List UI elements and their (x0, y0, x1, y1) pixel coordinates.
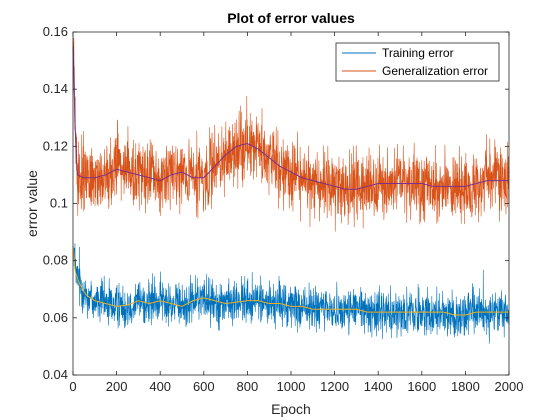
trend-layer (72, 46, 509, 316)
legend[interactable]: Training error Generalization error (335, 42, 500, 82)
x-tick-label: 1400 (364, 379, 393, 394)
x-axis-label: Epoch (271, 401, 311, 417)
chart-title: Plot of error values (227, 10, 355, 26)
legend-box (335, 42, 500, 82)
y-tick-label: 0.06 (43, 310, 68, 325)
x-tick-label: 200 (106, 379, 128, 394)
x-tick-label: 1000 (277, 379, 306, 394)
x-tick-label: 1600 (407, 379, 436, 394)
y-tick-label: 0.14 (43, 81, 68, 96)
y-tick-label: 0.16 (43, 24, 68, 39)
legend-label-training: Training error (382, 46, 454, 60)
x-tick-label: 0 (69, 379, 76, 394)
y-axis-ticks: 0.04 0.06 0.08 0.1 0.12 0.14 0.16 (43, 24, 509, 382)
x-tick-label: 800 (237, 379, 259, 394)
x-axis-ticks: 0 200 400 600 800 1000 1200 1400 1600 1800 2000 (69, 32, 523, 394)
x-tick-label: 400 (149, 379, 171, 394)
y-axis-label: error value (24, 170, 40, 237)
x-tick-label: 2000 (495, 379, 524, 394)
y-tick-label: 0.04 (43, 367, 68, 382)
y-tick-label: 0.1 (50, 196, 68, 211)
y-tick-label: 0.12 (43, 138, 68, 153)
x-tick-label: 1800 (451, 379, 480, 394)
trend-line-generalization (72, 46, 509, 190)
legend-label-generalization: Generalization error (382, 64, 488, 78)
trend-line-training (72, 246, 509, 316)
series-line-generalization (72, 37, 510, 232)
y-tick-label: 0.08 (43, 253, 68, 268)
x-tick-label: 1200 (320, 379, 349, 394)
x-tick-label: 600 (193, 379, 215, 394)
